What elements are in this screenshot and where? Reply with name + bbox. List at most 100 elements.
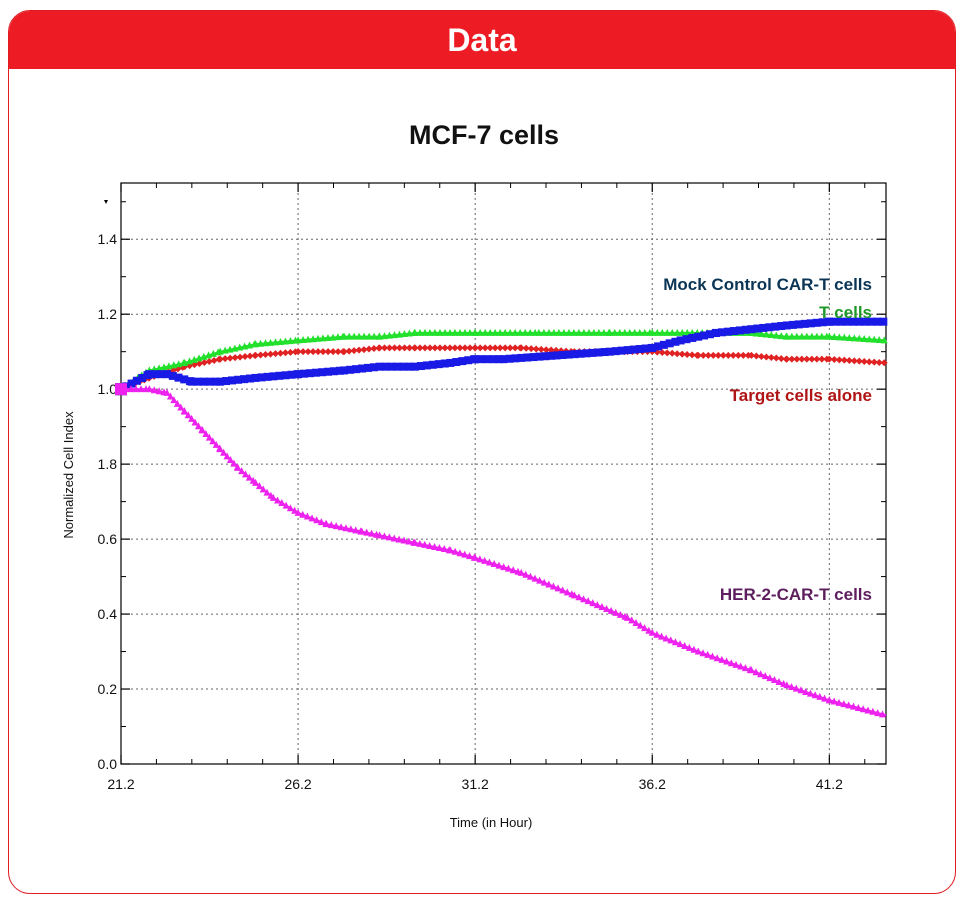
data-point — [431, 542, 439, 550]
data-point — [352, 526, 360, 534]
data-point — [678, 350, 686, 358]
data-point — [623, 346, 632, 355]
data-point — [860, 334, 868, 342]
data-point — [262, 351, 270, 359]
data-point — [676, 640, 684, 648]
data-point — [340, 348, 348, 356]
data-point — [451, 328, 459, 336]
data-point — [623, 613, 631, 621]
label-t-cells: T cells — [819, 303, 872, 322]
data-point — [714, 351, 722, 359]
data-point — [840, 356, 848, 364]
data-point — [798, 332, 806, 340]
data-point — [350, 347, 358, 355]
data-point — [765, 323, 774, 332]
data-point — [390, 331, 398, 339]
data-point — [195, 360, 203, 368]
series-her-2-car-t-cells — [115, 383, 887, 718]
series-labels: Mock Control CAR-T cells T cells Target ce… — [663, 275, 872, 604]
y-tick-label: 0.0 — [98, 756, 118, 772]
data-point — [255, 482, 263, 490]
data-point — [405, 537, 413, 545]
data-point — [400, 536, 408, 544]
data-point — [747, 666, 755, 674]
data-point — [286, 348, 294, 356]
data-point — [360, 346, 368, 354]
data-point — [205, 357, 213, 365]
data-point — [598, 603, 606, 611]
series-group — [115, 317, 888, 718]
data-point — [168, 371, 177, 380]
data-point — [875, 358, 883, 366]
data-point — [665, 339, 674, 348]
data-point — [411, 328, 419, 336]
data-point — [211, 377, 220, 386]
data-point — [529, 353, 538, 362]
data-point — [612, 608, 620, 616]
data-point — [526, 328, 534, 336]
data-point — [234, 375, 243, 384]
data-point — [187, 377, 196, 386]
data-point — [246, 352, 254, 360]
data-point — [269, 372, 278, 381]
data-point — [319, 348, 327, 356]
data-point — [231, 354, 239, 362]
data-point — [565, 328, 573, 336]
data-point — [205, 377, 214, 386]
data-point — [506, 328, 514, 336]
data-point — [570, 350, 579, 359]
data-point — [228, 376, 237, 385]
data-point — [636, 621, 644, 629]
data-point — [734, 351, 742, 359]
data-point — [210, 356, 218, 364]
data-point — [416, 328, 424, 336]
data-point — [360, 332, 368, 340]
data-point — [431, 328, 439, 336]
data-point — [426, 328, 434, 336]
data-point — [641, 328, 649, 336]
data-point — [323, 367, 332, 376]
data-point — [145, 370, 154, 379]
data-point — [783, 681, 791, 689]
data-point — [174, 373, 183, 382]
series-line — [121, 388, 887, 717]
data-point — [859, 705, 867, 713]
data-point — [252, 340, 260, 348]
data-point — [575, 593, 583, 601]
data-point — [688, 333, 697, 342]
data-point — [491, 328, 499, 336]
data-point — [582, 349, 591, 358]
data-point — [694, 647, 702, 655]
data-point — [812, 318, 821, 327]
data-point — [137, 385, 145, 393]
data-point — [299, 348, 307, 356]
data-point — [806, 689, 814, 697]
data-point — [752, 668, 760, 676]
data-point — [600, 328, 608, 336]
data-point — [526, 572, 534, 580]
data-point — [641, 624, 649, 632]
data-point — [132, 376, 141, 385]
data-point — [329, 348, 337, 356]
data-point — [735, 326, 744, 335]
data-point — [554, 584, 562, 592]
data-point — [718, 655, 726, 663]
data-point — [393, 362, 402, 371]
data-point — [216, 377, 225, 386]
data-point — [741, 325, 750, 334]
data-point — [611, 328, 619, 336]
data-point — [709, 351, 717, 359]
data-point — [263, 372, 272, 381]
data-point — [466, 552, 474, 560]
data-point — [653, 630, 661, 638]
axis-ticks: 21.2 26.2 31.2 36.2 41.2 0.0 0.2 0.4 0.6 1.8 1.0 1.… — [98, 183, 886, 792]
data-point — [541, 352, 550, 361]
data-point — [704, 351, 712, 359]
data-point — [138, 373, 147, 382]
data-point — [416, 344, 424, 352]
data-point — [212, 440, 220, 448]
data-point — [358, 527, 366, 535]
data-point — [327, 521, 335, 529]
data-point — [588, 348, 597, 357]
data-point — [798, 355, 806, 363]
